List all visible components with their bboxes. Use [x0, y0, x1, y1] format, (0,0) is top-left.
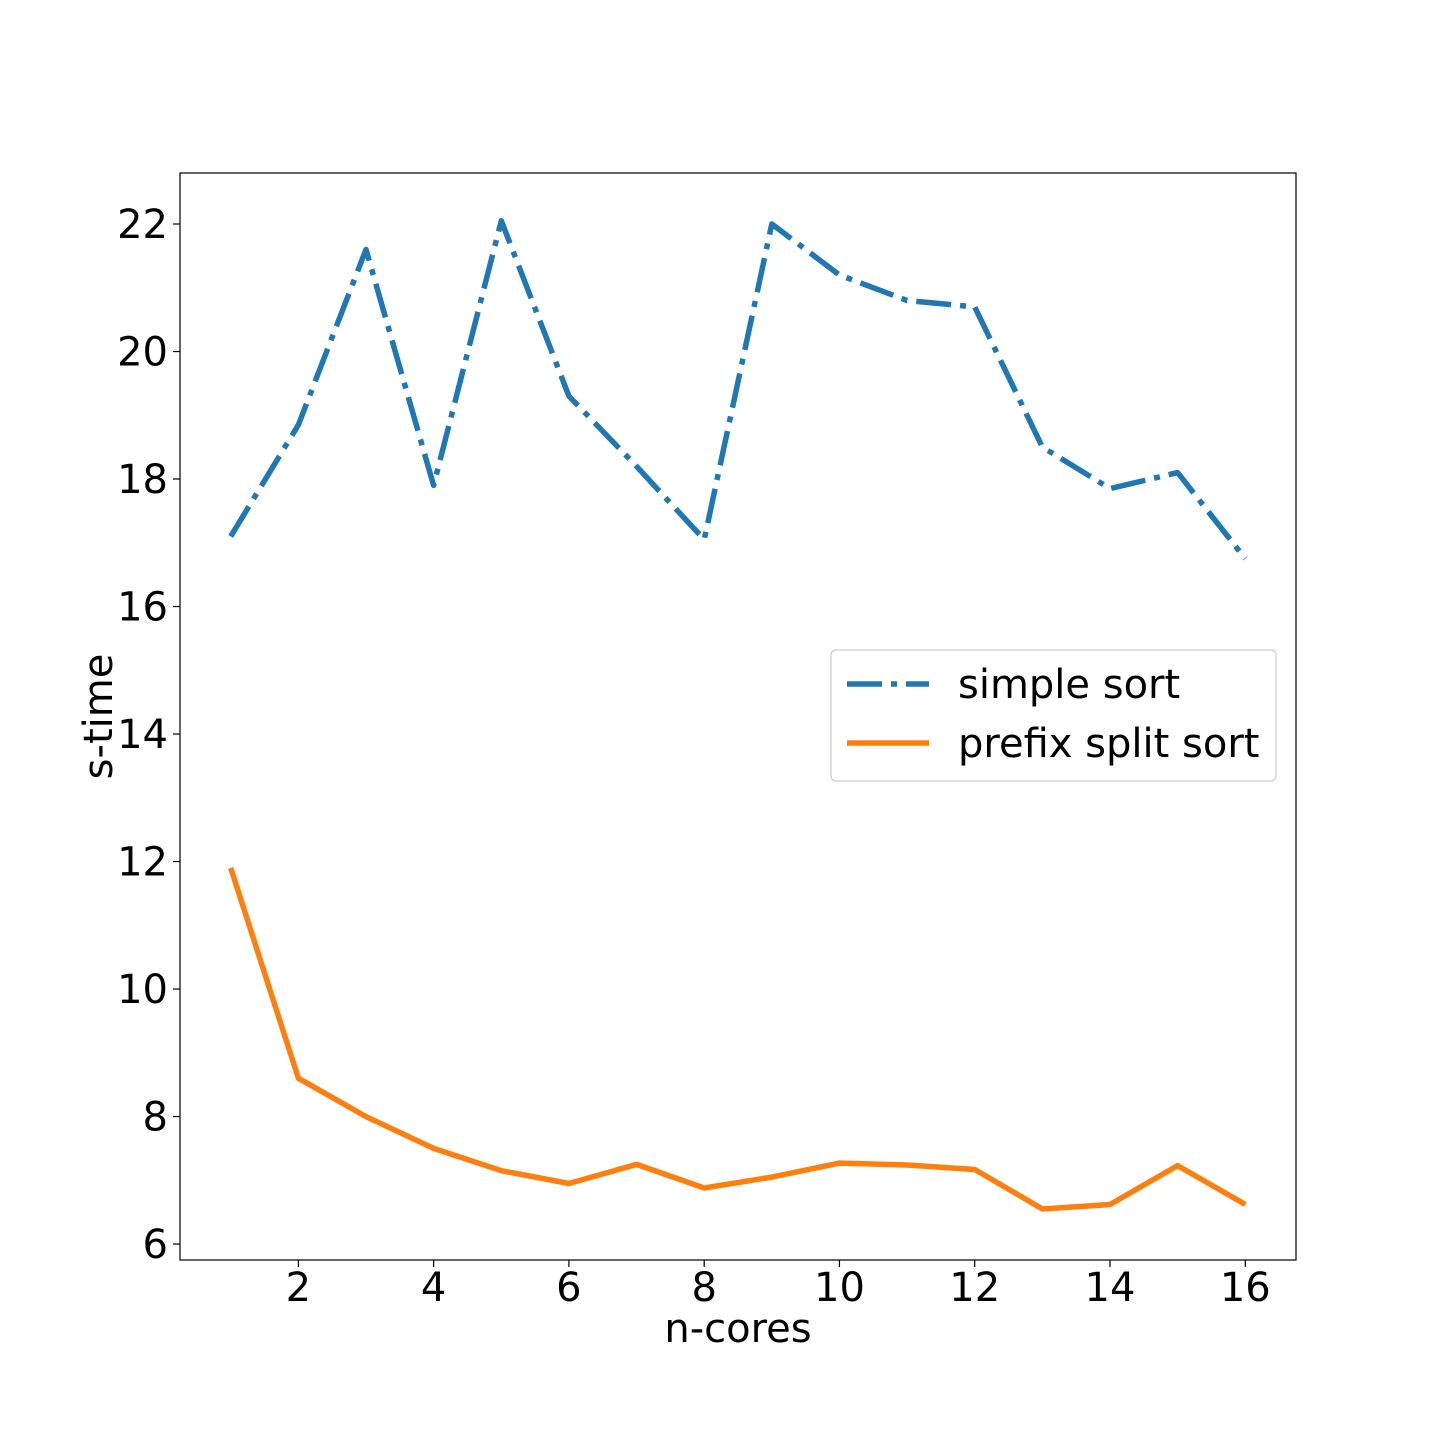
x-axis-label: n-cores [664, 1306, 811, 1352]
x-tick-label: 12 [949, 1265, 1000, 1311]
y-axis: 6 8 10 12 14 16 18 20 22 [117, 202, 180, 1268]
series-layer [228, 218, 1248, 1212]
series-line-prefix-split-sort [228, 867, 1247, 1212]
x-tick-label: 4 [421, 1265, 446, 1311]
y-tick-label: 18 [117, 457, 168, 503]
x-tick-label: 14 [1085, 1265, 1136, 1311]
x-axis: 2 4 6 8 10 12 14 16 [286, 1260, 1271, 1311]
series-line-simple-sort [228, 218, 1248, 561]
y-tick-label: 22 [117, 202, 168, 248]
x-tick-label: 6 [556, 1265, 581, 1311]
x-tick-label: 10 [814, 1265, 865, 1311]
legend-label-simple-sort: simple sort [958, 662, 1180, 708]
x-tick-label: 8 [691, 1265, 716, 1311]
x-tick-label: 16 [1220, 1265, 1271, 1311]
legend-label-prefix-split-sort: prefix split sort [958, 721, 1259, 767]
y-tick-label: 14 [117, 712, 168, 758]
y-tick-label: 10 [117, 967, 168, 1013]
y-tick-label: 20 [117, 330, 168, 376]
legend: simple sort prefix split sort [830, 649, 1277, 782]
legend-box [830, 649, 1277, 782]
y-tick-label: 6 [143, 1222, 168, 1268]
x-tick-label: 2 [286, 1265, 311, 1311]
y-tick-label: 12 [117, 840, 168, 886]
y-tick-label: 8 [143, 1095, 168, 1141]
axes-frame [179, 172, 1297, 1261]
y-axis-label: s-time [76, 654, 122, 780]
y-tick-label: 16 [117, 585, 168, 631]
